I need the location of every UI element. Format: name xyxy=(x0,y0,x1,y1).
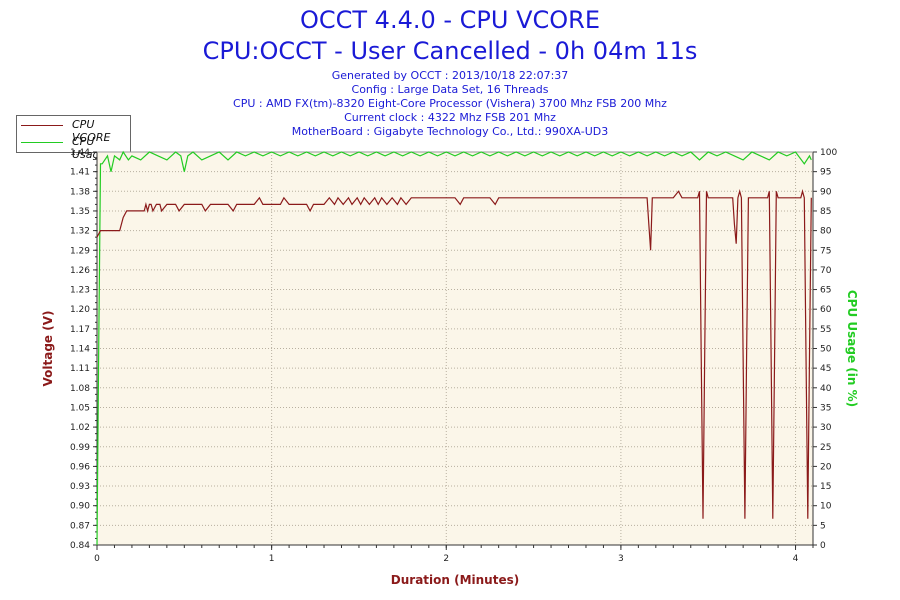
usage-series-line xyxy=(96,150,812,546)
y-left-tick-label: 1.38 xyxy=(70,187,90,197)
y-right-tick-label: 30 xyxy=(820,423,832,433)
info-clock: Current clock : 4322 Mhz FSB 201 Mhz xyxy=(344,111,556,124)
info-cpu: CPU : AMD FX(tm)-8320 Eight-Core Process… xyxy=(233,97,667,110)
y-right-tick-label: 65 xyxy=(820,286,831,296)
x-axis-title: Duration (Minutes) xyxy=(391,573,519,587)
legend-label-vcore: CPU VCORE xyxy=(72,118,111,144)
y-right-tick-label: 40 xyxy=(820,384,832,394)
y-right-tick-label: 60 xyxy=(820,305,832,315)
y-right-tick-label: 50 xyxy=(820,345,832,355)
y-right-tick-label: 35 xyxy=(820,403,831,413)
y-left-tick-label: 0.99 xyxy=(70,443,90,453)
y-left-tick-label: 1.23 xyxy=(70,286,90,296)
x-tick-label: 2 xyxy=(443,554,449,564)
y-right-tick-label: 100 xyxy=(820,148,837,158)
y-right-tick-label: 5 xyxy=(820,521,826,531)
y-right-tick-label: 75 xyxy=(820,246,831,256)
vcore-series-line xyxy=(96,188,812,519)
axes: 0.84 0.87 0.90 0.93 0.96 0.99 1.02 1.05 1.08 1.11… xyxy=(70,148,837,564)
legend-item-vcore: CPU VCORE xyxy=(17,117,130,144)
legend-swatch-usage xyxy=(21,142,63,143)
chart-subtitle: CPU:OCCT - User Cancelled - 0h 04m 11s xyxy=(202,37,698,65)
chart-title: OCCT 4.4.0 - CPU VCORE xyxy=(299,6,600,34)
x-tick-label: 3 xyxy=(618,554,624,564)
info-config: Config : Large Data Set, 16 Threads xyxy=(351,83,549,96)
y-left-tick-label: 0.87 xyxy=(70,521,90,531)
y-left-tick-label: 1.35 xyxy=(70,207,90,217)
x-tick-label: 4 xyxy=(793,554,799,564)
info-motherboard: MotherBoard : Gigabyte Technology Co., L… xyxy=(291,125,609,138)
y-left-tick-label: 1.29 xyxy=(70,246,90,256)
y-left-tick-label: 1.11 xyxy=(70,364,90,374)
y-right-tick-label: 20 xyxy=(820,462,832,472)
grid xyxy=(96,151,813,546)
y-right-tick-label: 0 xyxy=(820,541,826,551)
y-right-tick-label: 55 xyxy=(820,325,831,335)
y-left-tick-label: 1.32 xyxy=(70,227,90,237)
y-axis-left-title: Voltage (V) xyxy=(41,311,55,387)
y-right-tick-label: 85 xyxy=(820,207,831,217)
y-left-tick-label: 0.93 xyxy=(70,482,90,492)
usage-series-group xyxy=(96,150,812,546)
y-left-tick-label: 0.84 xyxy=(70,541,90,551)
y-right-tick-label: 45 xyxy=(820,364,831,374)
vcore-series-group xyxy=(96,188,812,519)
y-right-tick-label: 80 xyxy=(820,227,832,237)
legend-swatch-vcore xyxy=(21,125,63,126)
y-left-tick-label: 1.17 xyxy=(70,325,90,335)
y-left-tick-label: 1.41 xyxy=(70,168,90,178)
y-right-tick-label: 70 xyxy=(820,266,832,276)
y-right-tick-label: 25 xyxy=(820,443,831,453)
y-left-tick-label: 1.26 xyxy=(70,266,90,276)
y-axis-right-title: CPU Usage (in %) xyxy=(845,290,859,407)
y-left-tick-label: 1.02 xyxy=(70,423,90,433)
y-left-tick-label: 1.14 xyxy=(70,345,90,355)
legend: CPU VCORE CPU Usage xyxy=(16,115,131,161)
x-tick-label: 0 xyxy=(94,554,100,564)
y-left-tick-label: 0.90 xyxy=(70,502,90,512)
y-left-tick-label: 0.96 xyxy=(70,462,90,472)
legend-label-usage: CPU Usage xyxy=(72,135,107,161)
y-right-tick-label: 95 xyxy=(820,168,831,178)
y-right-tick-label: 90 xyxy=(820,187,832,197)
y-left-tick-label: 1.05 xyxy=(70,403,90,413)
info-generated: Generated by OCCT : 2013/10/18 22:07:37 xyxy=(331,69,569,82)
y-right-tick-label: 15 xyxy=(820,482,831,492)
y-left-tick-label: 1.08 xyxy=(70,384,90,394)
x-tick-label: 1 xyxy=(269,554,275,564)
y-right-tick-label: 10 xyxy=(820,502,832,512)
y-left-tick-label: 1.44 xyxy=(70,148,90,158)
legend-item-usage: CPU Usage xyxy=(17,134,130,161)
y-left-tick-label: 1.20 xyxy=(70,305,90,315)
